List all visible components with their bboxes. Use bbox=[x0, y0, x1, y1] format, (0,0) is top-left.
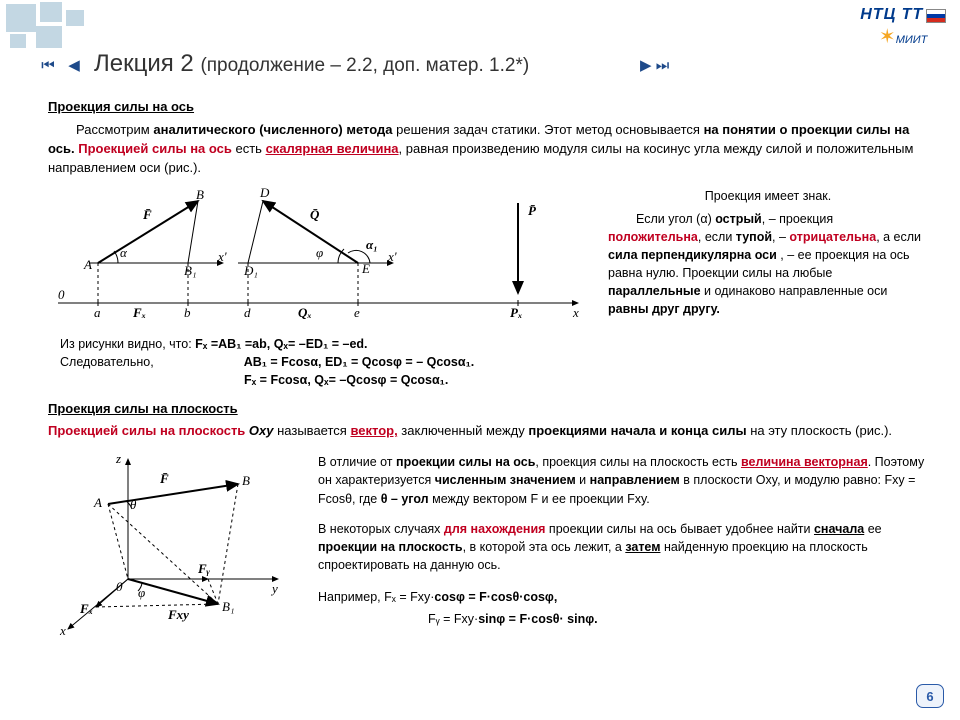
svg-text:B₁: B₁ bbox=[184, 263, 196, 278]
nav-prev-icon[interactable]: ◀ bbox=[64, 56, 84, 74]
svg-text:Qₓ: Qₓ bbox=[298, 305, 312, 320]
svg-text:θ: θ bbox=[130, 497, 137, 512]
diagram-plane-projection: z y x 0 F̄ A B Fxy B₁ Fᵧ Fₓ φ θ bbox=[48, 449, 298, 645]
section1-heading: Проекция силы на ось bbox=[48, 98, 928, 117]
section1-para: Рассмотрим аналитического (численного) м… bbox=[48, 121, 928, 178]
section1-side: Проекция имеет знак. Если угол (α) остры… bbox=[608, 183, 928, 322]
svg-text:Fxy: Fxy bbox=[167, 607, 189, 622]
svg-text:α: α bbox=[120, 245, 128, 260]
svg-text:B₁: B₁ bbox=[222, 599, 234, 614]
section2-side: В отличие от проекции силы на ось, проек… bbox=[318, 449, 928, 632]
header-bar: НТЦ ТТ ✶МИИТ bbox=[0, 0, 960, 56]
svg-text:D: D bbox=[259, 185, 270, 200]
svg-text:D₁: D₁ bbox=[243, 263, 258, 278]
svg-text:a: a bbox=[94, 305, 101, 320]
svg-text:x': x' bbox=[387, 249, 397, 264]
svg-text:Fᵧ: Fᵧ bbox=[197, 561, 211, 576]
svg-text:B: B bbox=[196, 187, 204, 202]
svg-text:F̄: F̄ bbox=[142, 207, 152, 222]
svg-text:Pₓ: Pₓ bbox=[510, 305, 522, 320]
section2-para: Проекцией силы на плоскость Oxy называет… bbox=[48, 422, 928, 441]
equations-1: Из рисунки видно, что: Fₓ =AB₁ =ab, Qₓ= … bbox=[60, 335, 928, 389]
plane-projection-svg: z y x 0 F̄ A B Fxy B₁ Fᵧ Fₓ φ θ bbox=[48, 449, 298, 639]
svg-text:E: E bbox=[361, 261, 370, 276]
svg-text:α₁: α₁ bbox=[366, 237, 378, 252]
svg-text:x': x' bbox=[217, 249, 227, 264]
nav-next-icon[interactable]: ▶ ⏭ bbox=[640, 56, 669, 74]
svg-text:Fₓ: Fₓ bbox=[79, 601, 93, 616]
svg-text:φ: φ bbox=[138, 585, 145, 600]
org-logo: НТЦ ТТ ✶МИИТ bbox=[860, 6, 946, 49]
svg-text:e: e bbox=[354, 305, 360, 320]
svg-text:B: B bbox=[242, 473, 250, 488]
svg-text:Fₓ: Fₓ bbox=[132, 305, 146, 320]
svg-text:0: 0 bbox=[58, 287, 65, 302]
page-number: 6 bbox=[916, 684, 944, 708]
svg-text:b: b bbox=[184, 305, 191, 320]
nav-buttons: ⏮ ◀ bbox=[38, 56, 84, 74]
content-area: Проекция силы на ось Рассмотрим аналитич… bbox=[48, 90, 928, 645]
nav-first-icon[interactable]: ⏮ bbox=[38, 56, 58, 74]
svg-text:x: x bbox=[59, 623, 66, 638]
section2-heading: Проекция силы на плоскость bbox=[48, 400, 928, 419]
svg-text:d: d bbox=[244, 305, 251, 320]
svg-text:Q̄: Q̄ bbox=[310, 207, 320, 222]
svg-text:F̄: F̄ bbox=[159, 471, 169, 486]
svg-text:φ: φ bbox=[316, 245, 323, 260]
svg-text:x: x bbox=[572, 305, 579, 320]
page-title: Лекция 2 (продолжение – 2.2, доп. матер.… bbox=[94, 50, 529, 78]
diagram-axis-projection: 0 x a Fₓ b d Qₓ e Pₓ x' F̄ B A B₁ bbox=[48, 183, 588, 329]
svg-text:z: z bbox=[115, 451, 121, 466]
svg-text:A: A bbox=[93, 495, 102, 510]
axis-projection-svg: 0 x a Fₓ b d Qₓ e Pₓ x' F̄ B A B₁ bbox=[48, 183, 588, 323]
svg-text:y: y bbox=[270, 581, 278, 596]
svg-text:P̄: P̄ bbox=[528, 203, 537, 218]
svg-text:A: A bbox=[83, 257, 92, 272]
